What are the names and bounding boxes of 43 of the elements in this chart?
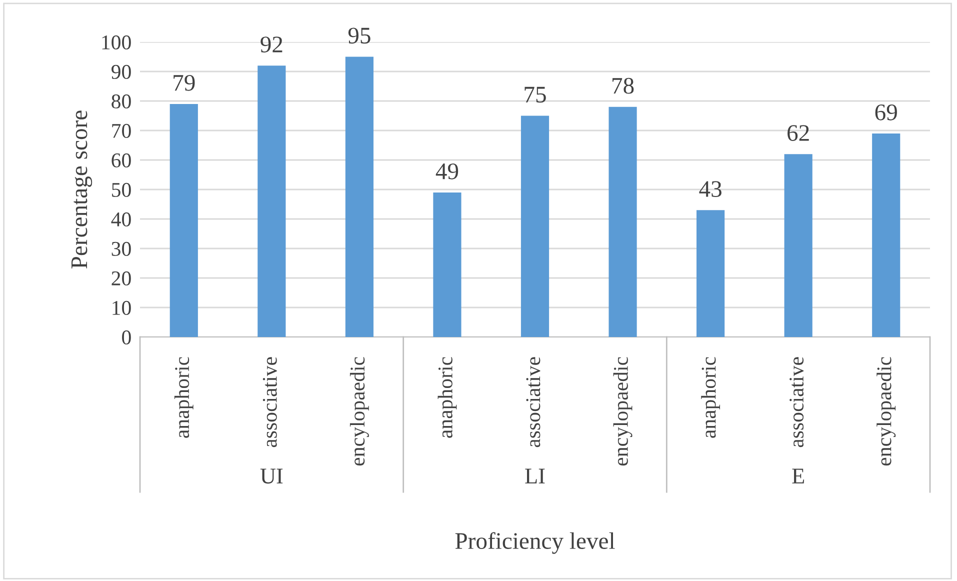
y-tick-label: 20: [112, 271, 131, 286]
bar: [872, 133, 900, 337]
x-tick-label: associative: [262, 357, 277, 448]
bar: [345, 56, 374, 337]
data-label: 92: [260, 36, 282, 52]
bar: [784, 154, 812, 337]
y-tick-label: 40: [111, 212, 131, 226]
x-axis-title: Proficiency level: [455, 532, 615, 554]
bar: [170, 104, 198, 337]
x-tick-label: encylopaedic: [876, 357, 896, 466]
data-label: 78: [612, 78, 634, 94]
bar: [696, 210, 725, 337]
text: LI: [525, 468, 545, 484]
y-tick-label: 50: [112, 182, 131, 197]
y-tick-label: 80: [112, 94, 131, 108]
y-tick-label: 100: [102, 35, 131, 50]
data-label: 69: [875, 104, 897, 120]
y-tick-label: 60: [112, 153, 131, 168]
x-tick-label: associative: [526, 357, 540, 448]
y-tick-label: 70: [112, 124, 131, 138]
bar: [608, 106, 637, 337]
y-tick-label: 10: [112, 300, 131, 315]
y-tick-label: 0: [122, 330, 131, 344]
bar: [258, 66, 286, 337]
data-label: 49: [436, 163, 458, 180]
text: E: [792, 468, 804, 484]
bar: [433, 192, 462, 337]
data-label: 95: [348, 28, 370, 44]
y-tick-label: 30: [112, 242, 131, 256]
x-tick-label: encylopaedic: [350, 357, 369, 466]
x-tick-label: anaphoric: [438, 357, 457, 438]
x-tick-label: encylopaedic: [613, 357, 632, 466]
x-tick-label: associative: [790, 357, 804, 448]
x-tick-label: anaphoric: [174, 357, 194, 438]
x-tick-label: anaphoric: [701, 357, 720, 438]
data-label: 62: [788, 125, 809, 141]
data-label: 79: [174, 74, 195, 91]
bar: [520, 116, 550, 337]
text: UI: [260, 468, 283, 484]
y-tick-label: 90: [112, 64, 131, 79]
data-label: 43: [699, 181, 722, 198]
data-label: 75: [524, 86, 546, 103]
y-axis-title: Percentage score: [72, 110, 92, 268]
